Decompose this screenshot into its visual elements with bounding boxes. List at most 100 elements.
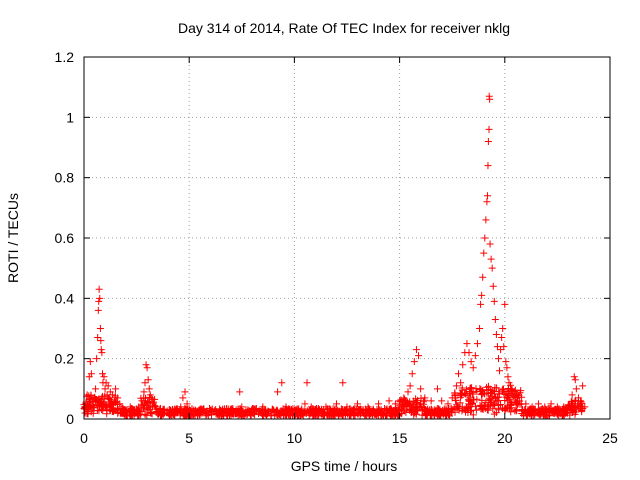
data-point [499,325,507,332]
data-point [483,198,491,206]
noise-point [179,407,187,415]
data-point [412,346,420,354]
noise-point [227,412,235,420]
noise-point [466,403,474,411]
y-axis-label: ROTI / TECUs [5,193,21,283]
data-point [142,361,150,369]
noise-point [564,404,572,412]
noise-point [501,404,509,412]
noise-point [87,402,95,410]
noise-point [447,408,455,416]
noise-point [483,406,491,414]
noise-point [198,406,206,414]
noise-point [500,389,508,397]
data-point [278,379,286,387]
data-point [486,95,494,103]
noise-point [494,397,502,405]
noise-point [202,412,210,420]
noise-point [565,403,573,411]
noise-point [100,398,108,406]
noise-point [493,384,501,392]
noise-point [492,409,500,417]
data-point [493,343,501,351]
noise-point [399,401,407,409]
grid-layer [84,57,610,419]
data-point [481,234,489,242]
data-point [486,240,494,248]
data-point [484,192,492,200]
noise-point [403,402,411,410]
data-point [181,388,189,396]
noise-point [400,407,408,415]
data-point [94,334,102,342]
noise-point [157,409,165,417]
data-point [579,382,587,390]
x-tick-label: 15 [392,430,408,446]
noise-point [218,409,226,417]
noise-point [365,412,373,420]
data-point [459,361,467,369]
noise-point [328,409,336,417]
noise-point [306,410,314,418]
noise-point [457,390,465,398]
noise-point [323,411,331,419]
noise-point [300,407,308,415]
noise-point [538,405,546,413]
data-point [497,346,505,354]
data-point [496,367,504,375]
noise-point [103,410,111,418]
noise-point [553,410,561,418]
noise-point [307,408,315,416]
y-tick-label: 0.4 [55,290,75,306]
noise-point [262,410,270,418]
noise-point [89,409,97,417]
noise-point [150,398,158,406]
data-point [101,385,109,393]
noise-point [381,409,389,417]
noise-point [140,400,148,408]
noise-point [465,396,473,404]
data-point [100,373,108,381]
noise-point [503,393,511,401]
noise-point [518,406,526,414]
noise-point [312,407,320,415]
noise-point [487,397,495,405]
data-point [501,300,509,308]
noise-point [143,406,151,414]
y-tick-label: 0.2 [55,351,75,367]
x-tick-label: 10 [287,430,303,446]
data-point [438,397,446,405]
noise-point [311,405,319,413]
data-point [140,388,148,396]
data-point [504,373,512,381]
data-point [498,334,506,342]
noise-point [514,400,522,408]
noise-point [507,381,515,389]
noise-point [396,406,404,414]
noise-point [170,411,178,419]
noise-point [139,404,147,412]
data-point [145,385,153,393]
data-point [274,388,282,396]
noise-point [473,395,481,403]
data-point [482,216,490,224]
noise-point [127,408,135,416]
noise-point [260,409,268,417]
data-point [502,358,510,366]
data-point [494,355,502,363]
noise-point [347,412,355,420]
data-point [96,325,104,332]
data-point [490,297,498,305]
noise-point [489,405,497,413]
noise-point [166,411,174,419]
noise-point [106,406,114,414]
noise-point [149,403,157,411]
noise-point [245,407,253,415]
noise-point [341,406,349,414]
data-point [104,382,112,390]
data-point [385,397,393,405]
x-tick-label: 5 [185,430,193,446]
noise-point [243,408,251,416]
x-tick-label: 20 [497,430,513,446]
